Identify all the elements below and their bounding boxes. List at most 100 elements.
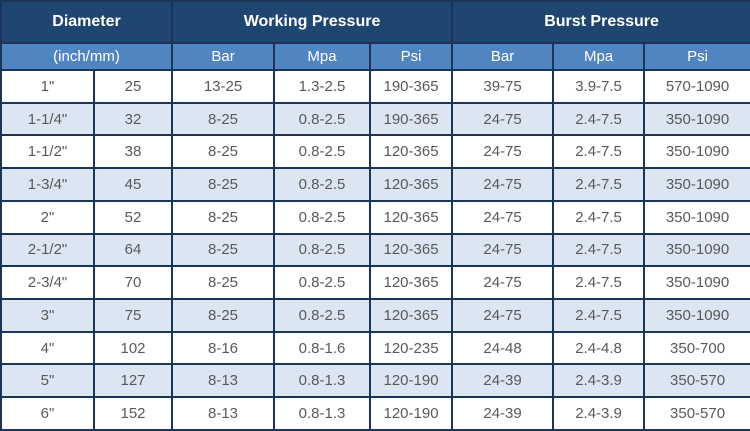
table-cell: 350-570 [643, 363, 750, 399]
table-cell: 24-48 [451, 330, 555, 366]
table-cell: 39-75 [451, 69, 555, 104]
table-cell: 5" [0, 363, 95, 399]
table-cell: 120-365 [369, 298, 454, 333]
table-cell: 2.4-3.9 [552, 363, 646, 399]
table-cell: 2.4-7.5 [552, 232, 646, 268]
table-cell: 24-75 [451, 167, 555, 202]
table-cell: 8-16 [171, 330, 276, 366]
table-header: Diameter Working Pressure Burst Pressure… [0, 0, 750, 71]
table-cell: 190-365 [369, 69, 454, 104]
table-cell: 8-13 [171, 396, 276, 431]
table-cell: 0.8-2.5 [273, 199, 372, 235]
table-row: 4" 102 8-16 0.8-1.6 120-235 24-48 2.4-4.8 350-7… [0, 330, 750, 366]
table-cell: 350-1090 [643, 265, 750, 301]
table-cell: 3" [0, 298, 95, 333]
table-cell: 350-1090 [643, 101, 750, 137]
table-cell: 25 [92, 69, 174, 104]
table-cell: 4" [0, 330, 95, 366]
table-cell: 2.4-7.5 [552, 134, 646, 170]
table-cell: 120-365 [369, 167, 454, 202]
table-cell: 350-1090 [643, 232, 750, 268]
table-cell: 8-25 [171, 134, 276, 170]
table-cell: 24-39 [451, 363, 555, 399]
table-row: 3" 75 8-25 0.8-2.5 120-365 24-75 2.4-7.5 350-10… [0, 298, 750, 333]
table-cell: 32 [92, 101, 174, 137]
table-cell: 0.8-2.5 [273, 134, 372, 170]
table-row: 6" 152 8-13 0.8-1.3 120-190 24-39 2.4-3.9 350-5… [0, 396, 750, 431]
table-cell: 52 [92, 199, 174, 235]
subheader-wp-mpa: Mpa [273, 42, 372, 71]
table-cell: 2.4-7.5 [552, 167, 646, 202]
subheader-inch-mm: (inch/mm) [0, 42, 174, 71]
table-body: 1" 25 13-25 1.3-2.5 190-365 39-75 3.9-7.5 570-1… [0, 69, 750, 431]
table-cell: 0.8-2.5 [273, 298, 372, 333]
table-cell: 0.8-2.5 [273, 101, 372, 137]
burst-pressure-group-header: Burst Pressure [451, 0, 750, 44]
table-cell: 1.3-2.5 [273, 69, 372, 104]
table-cell: 2.4-7.5 [552, 101, 646, 137]
table-cell: 2.4-3.9 [552, 396, 646, 431]
table-cell: 350-700 [643, 330, 750, 366]
table-cell: 350-1090 [643, 298, 750, 333]
diameter-group-header: Diameter [0, 0, 174, 44]
subheader-wp-psi: Psi [369, 42, 454, 71]
subheader-wp-bar: Bar [171, 42, 276, 71]
table-cell: 120-365 [369, 232, 454, 268]
table-cell: 102 [92, 330, 174, 366]
table-row: 1-3/4" 45 8-25 0.8-2.5 120-365 24-75 2.4-7.5 35… [0, 167, 750, 202]
table-cell: 2-3/4" [0, 265, 95, 301]
subheader-bp-psi: Psi [643, 42, 750, 71]
table-cell: 120-365 [369, 265, 454, 301]
table-cell: 0.8-1.6 [273, 330, 372, 366]
table-row: 2-1/2" 64 8-25 0.8-2.5 120-365 24-75 2.4-7.5 35… [0, 232, 750, 268]
table-row: 1-1/2" 38 8-25 0.8-2.5 120-365 24-75 2.4-7.5 35… [0, 134, 750, 170]
table-cell: 24-75 [451, 199, 555, 235]
table-cell: 8-25 [171, 101, 276, 137]
table-cell: 0.8-1.3 [273, 363, 372, 399]
table-row: 1" 25 13-25 1.3-2.5 190-365 39-75 3.9-7.5 570-1… [0, 69, 750, 104]
table-cell: 1-1/2" [0, 134, 95, 170]
subheader-bp-bar: Bar [451, 42, 555, 71]
subheader-bp-mpa: Mpa [552, 42, 646, 71]
table-cell: 24-75 [451, 101, 555, 137]
table-cell: 350-1090 [643, 167, 750, 202]
table-cell: 120-365 [369, 134, 454, 170]
table-cell: 13-25 [171, 69, 276, 104]
table-cell: 0.8-2.5 [273, 167, 372, 202]
table-cell: 120-190 [369, 363, 454, 399]
table-cell: 570-1090 [643, 69, 750, 104]
table-cell: 2.4-7.5 [552, 265, 646, 301]
table-cell: 8-25 [171, 298, 276, 333]
table-cell: 0.8-1.3 [273, 396, 372, 431]
table-row: 5" 127 8-13 0.8-1.3 120-190 24-39 2.4-3.9 350-5… [0, 363, 750, 399]
table-row: 2-3/4" 70 8-25 0.8-2.5 120-365 24-75 2.4-7.5 35… [0, 265, 750, 301]
table-cell: 2.4-4.8 [552, 330, 646, 366]
table-cell: 70 [92, 265, 174, 301]
group-header-row: Diameter Working Pressure Burst Pressure [0, 0, 750, 44]
table-cell: 24-75 [451, 232, 555, 268]
table-cell: 120-365 [369, 199, 454, 235]
table-cell: 0.8-2.5 [273, 265, 372, 301]
table-cell: 24-39 [451, 396, 555, 431]
table-cell: 24-75 [451, 265, 555, 301]
table-cell: 64 [92, 232, 174, 268]
table-cell: 2.4-7.5 [552, 298, 646, 333]
table-cell: 8-25 [171, 265, 276, 301]
table-cell: 75 [92, 298, 174, 333]
table-cell: 6" [0, 396, 95, 431]
table-row: 2" 52 8-25 0.8-2.5 120-365 24-75 2.4-7.5 350-10… [0, 199, 750, 235]
table-cell: 1" [0, 69, 95, 104]
table-cell: 1-1/4" [0, 101, 95, 137]
table-cell: 190-365 [369, 101, 454, 137]
table-cell: 350-1090 [643, 199, 750, 235]
table-cell: 38 [92, 134, 174, 170]
table-cell: 45 [92, 167, 174, 202]
table-cell: 2" [0, 199, 95, 235]
table-cell: 1-3/4" [0, 167, 95, 202]
table-cell: 8-25 [171, 167, 276, 202]
table-cell: 127 [92, 363, 174, 399]
table-cell: 8-25 [171, 199, 276, 235]
table-cell: 2.4-7.5 [552, 199, 646, 235]
